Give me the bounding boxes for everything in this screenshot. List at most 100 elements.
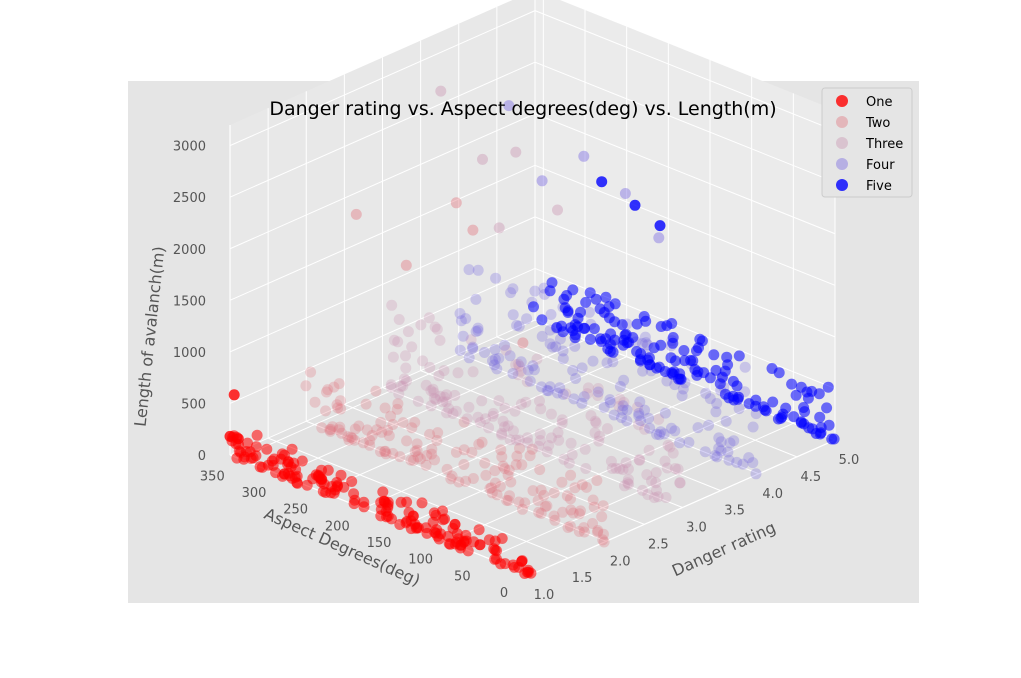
data-point [640, 337, 652, 349]
data-point [473, 524, 485, 536]
data-point [393, 314, 405, 325]
data-point [428, 392, 440, 404]
data-point [423, 312, 435, 324]
data-point [534, 395, 545, 407]
data-point [558, 453, 570, 465]
data-point [618, 334, 630, 346]
data-point [635, 354, 646, 366]
data-point [483, 422, 495, 434]
series-three [385, 85, 686, 504]
data-point [392, 398, 404, 410]
data-point [613, 400, 625, 412]
data-point [541, 446, 553, 458]
data-point [401, 375, 412, 387]
data-point [619, 188, 631, 199]
data-point [606, 463, 618, 474]
data-point [502, 495, 514, 506]
data-point [429, 321, 441, 333]
data-point [548, 510, 560, 522]
data-point [633, 407, 645, 419]
data-point [371, 424, 383, 436]
y-tick-label: 300 [242, 486, 267, 501]
data-point [417, 355, 429, 367]
data-point [651, 428, 663, 440]
data-point [431, 323, 443, 335]
data-point [426, 448, 438, 460]
data-point [333, 424, 345, 436]
data-point [346, 432, 358, 444]
x-tick-label: 3.0 [686, 521, 707, 536]
data-point [609, 298, 621, 310]
data-points [224, 85, 840, 579]
data-point [406, 422, 418, 434]
data-point [455, 315, 467, 327]
data-point [360, 398, 372, 410]
data-point [513, 496, 525, 508]
data-point [397, 417, 409, 429]
x-tick-label: 2.5 [648, 537, 669, 552]
data-point [592, 383, 604, 394]
data-point [438, 391, 450, 403]
data-point [467, 341, 479, 353]
data-point [467, 366, 479, 378]
data-point [620, 457, 632, 469]
y-tick-label: 100 [408, 553, 433, 568]
data-point [589, 415, 601, 427]
data-point [424, 361, 436, 373]
data-point [385, 379, 397, 391]
data-point [376, 426, 388, 438]
data-point [420, 379, 432, 391]
data-point [567, 284, 579, 296]
data-point [447, 408, 459, 419]
data-point [434, 390, 446, 402]
data-point [494, 481, 506, 492]
data-point [660, 492, 672, 503]
series-two [300, 197, 610, 548]
data-point [476, 436, 488, 448]
data-point [678, 345, 690, 356]
data-point [379, 446, 391, 457]
data-point [565, 437, 577, 449]
data-point [604, 338, 616, 350]
data-point [653, 429, 665, 441]
data-point [733, 350, 745, 362]
data-point [543, 440, 555, 451]
data-point [529, 285, 541, 297]
data-point [747, 457, 759, 469]
data-point [527, 360, 539, 372]
data-point [336, 427, 348, 439]
x-tick-label: 4.0 [762, 487, 783, 502]
legend-marker [836, 158, 848, 170]
data-point [709, 450, 721, 462]
data-point [790, 389, 802, 401]
data-point [515, 398, 527, 410]
data-point [669, 463, 681, 474]
data-point [557, 345, 569, 357]
data-point [597, 500, 609, 512]
data-point [502, 420, 514, 432]
data-point [247, 452, 259, 464]
data-point [517, 503, 528, 515]
legend-label: Five [866, 179, 892, 194]
data-point [638, 311, 650, 322]
data-point [614, 393, 626, 405]
data-point [463, 401, 475, 413]
data-point [387, 419, 399, 430]
data-point [378, 495, 390, 507]
data-point [463, 264, 475, 276]
data-point [546, 277, 558, 289]
data-point [623, 478, 635, 490]
data-point [270, 467, 282, 479]
data-point [472, 264, 484, 276]
data-point [452, 367, 464, 379]
data-point [504, 350, 516, 362]
data-point [397, 380, 409, 392]
data-point [507, 309, 519, 321]
data-point [472, 325, 484, 337]
data-point [282, 456, 294, 468]
data-point [528, 364, 540, 376]
data-point [503, 100, 515, 112]
data-point [350, 208, 362, 220]
data-point [386, 299, 398, 311]
data-point [507, 425, 519, 437]
